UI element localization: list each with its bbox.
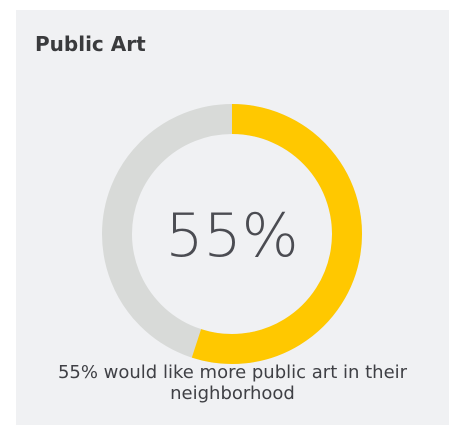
donut-value-slice [191, 104, 362, 364]
chart-caption: 55% would like more public art in their … [57, 362, 408, 404]
chart-card: Public Art 55% 55% would like more publi… [16, 10, 449, 425]
donut-center-value: 55% [165, 201, 298, 271]
chart-title: Public Art [35, 32, 146, 56]
donut-chart: 55% [102, 104, 362, 364]
